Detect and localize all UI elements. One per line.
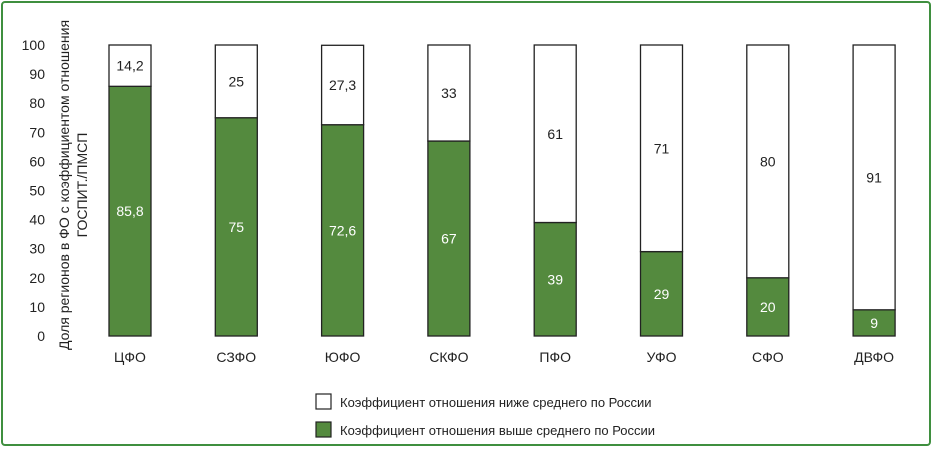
y-tick-label: 20	[29, 270, 45, 286]
stacked-bar-chart: Доля регионов в ФО с коэффициентом отнош…	[22, 20, 896, 438]
data-label: 39	[547, 271, 563, 287]
y-tick-label: 10	[29, 299, 45, 315]
y-tick-label: 80	[29, 95, 45, 111]
data-label: 72,6	[329, 222, 356, 238]
bar-segment-below-average	[214, 44, 258, 119]
data-label: 71	[654, 140, 670, 156]
x-category-label: СФО	[752, 349, 784, 365]
bar-segment-above-average	[852, 309, 896, 337]
x-category-label: ЦФО	[114, 349, 146, 365]
data-label: 67	[441, 231, 457, 247]
data-label: 80	[760, 153, 776, 169]
data-label: 29	[654, 286, 670, 302]
y-tick-label: 70	[29, 124, 45, 140]
bar-segment-above-average	[427, 140, 471, 337]
bar-segment-below-average	[852, 44, 896, 311]
x-category-label: ДВФО	[854, 349, 894, 365]
bar-segment-below-average	[533, 44, 577, 224]
x-category-label: СЗФО	[216, 349, 256, 365]
y-tick-label: 0	[37, 328, 45, 344]
bar-segment-below-average	[427, 44, 471, 142]
x-axis-categories: ЦФО СЗФО ЮФО СКФО ПФО УФО СФО ДВФО	[114, 349, 894, 365]
bar-segment-above-average	[533, 221, 577, 337]
x-category-label: УФО	[647, 349, 677, 365]
data-label: 61	[547, 126, 563, 142]
data-label: 20	[760, 299, 776, 315]
bar-segment-above-average	[639, 250, 684, 337]
legend-label: Коэффициент отношения выше среднего по Р…	[340, 423, 655, 438]
y-axis-label-line: Доля регионов в ФО с коэффициентом отнош…	[56, 20, 72, 350]
bar-segment-below-average	[108, 44, 152, 87]
data-label: 91	[866, 169, 882, 185]
bar-segment-above-average	[746, 277, 790, 337]
bar-segment-below-average	[639, 44, 684, 253]
bars: 85,8 14,2 75 25 72,6 27,3 67 33 39 61 29 71 20 80 9 91	[108, 44, 896, 337]
data-label: 85,8	[116, 203, 143, 219]
y-tick-label: 90	[29, 66, 45, 82]
bar-segment-above-average	[108, 85, 152, 337]
y-tick-label: 40	[29, 212, 45, 228]
legend: Коэффициент отношения ниже среднего по Р…	[315, 393, 655, 438]
legend-label: Коэффициент отношения ниже среднего по Р…	[340, 395, 652, 410]
data-label: 9	[870, 315, 878, 331]
data-label: 25	[229, 73, 245, 89]
data-label: 75	[229, 219, 245, 235]
bar-segment-above-average	[320, 124, 365, 337]
legend-swatch	[315, 393, 332, 410]
y-tick-label: 50	[29, 183, 45, 199]
data-label: 27,3	[329, 77, 356, 93]
data-label: 33	[441, 85, 457, 101]
y-tick-label: 30	[29, 241, 45, 257]
chart-frame: Доля регионов в ФО с коэффициентом отнош…	[1, 1, 931, 446]
y-axis-label-line: ГОСПИТ./ПМСП	[74, 133, 90, 238]
y-tick-label: 100	[22, 37, 46, 53]
y-axis-label: Доля регионов в ФО с коэффициентом отнош…	[56, 20, 90, 350]
x-category-label: СКФО	[429, 349, 468, 365]
x-category-label: ЮФО	[325, 349, 361, 365]
y-tick-label: 60	[29, 153, 45, 169]
x-category-label: ПФО	[539, 349, 571, 365]
bar-segment-below-average	[746, 44, 790, 279]
bar-segment-below-average	[320, 44, 365, 126]
legend-swatch	[315, 421, 332, 438]
data-label: 14,2	[116, 58, 143, 74]
y-axis-ticks: 0 10 20 30 40 50 60 70 80 90 100	[22, 37, 46, 344]
